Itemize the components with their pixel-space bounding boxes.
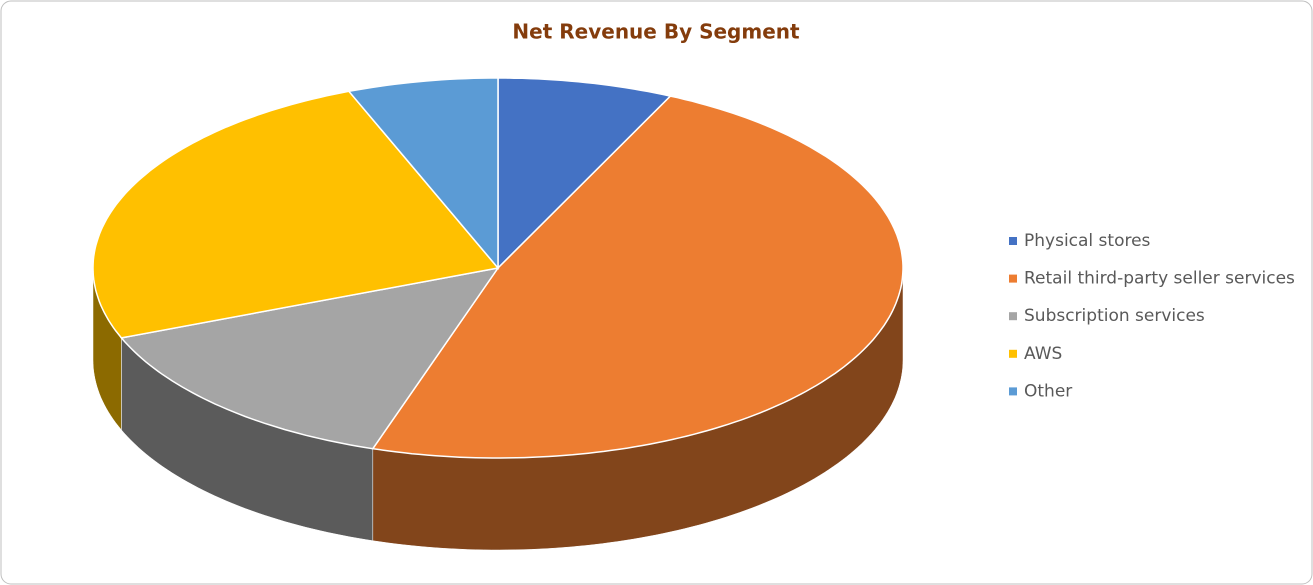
legend-swatch: [1009, 387, 1017, 396]
legend-swatch: [1009, 274, 1017, 283]
slice: [497, 77, 672, 270]
chart-title: Net Revenue By Segment: [512, 20, 800, 44]
legend-label: Physical stores: [1024, 231, 1151, 251]
legend-label: Subscription services: [1024, 306, 1205, 326]
legend-swatch: [1009, 237, 1017, 245]
legend-label: Other: [1024, 381, 1072, 401]
slice: [371, 95, 904, 459]
legend-swatch: [1009, 349, 1017, 358]
legend-swatch: [1009, 312, 1017, 321]
slice: [119, 266, 500, 450]
slice: [347, 77, 499, 271]
legend-label: Retail third-party seller services: [1024, 269, 1295, 289]
legend-label: AWS: [1024, 344, 1062, 364]
slice: [92, 90, 500, 339]
